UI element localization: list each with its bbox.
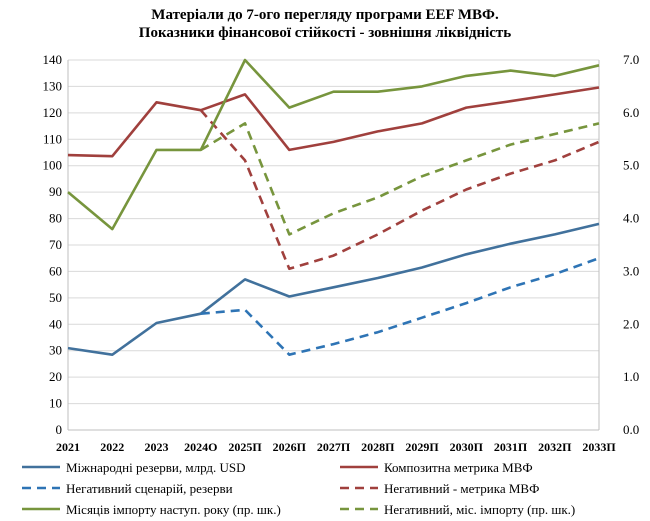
y-left-tick-label: 90	[49, 184, 62, 199]
x-tick-label: 2021	[56, 440, 80, 454]
x-tick-label: 2025П	[228, 440, 262, 454]
y-right-tick-label: 7.0	[623, 52, 639, 67]
y-left-tick-label: 100	[43, 158, 63, 173]
y-left-tick-label: 0	[56, 422, 63, 437]
y-right-tick-label: 2.0	[623, 316, 639, 331]
legend-label: Негативний сценарій, резерви	[66, 481, 233, 496]
y-left-tick-label: 20	[49, 369, 62, 384]
y-right-tick-label: 0.0	[623, 422, 639, 437]
y-left-tick-label: 30	[49, 343, 62, 358]
y-right-tick-label: 1.0	[623, 369, 639, 384]
y-left-tick-label: 50	[49, 290, 62, 305]
series-line-0	[67, 222, 600, 357]
x-tick-label: 2033П	[582, 440, 616, 454]
series-line-2	[200, 256, 600, 357]
series-line-3	[199, 109, 600, 271]
x-tick-label: 2030П	[450, 440, 484, 454]
y-left-tick-label: 140	[43, 52, 63, 67]
y-right-tick-label: 5.0	[623, 158, 639, 173]
y-left-tick-label: 10	[49, 396, 62, 411]
x-tick-label: 2031П	[494, 440, 528, 454]
x-tick-label: 2024О	[184, 440, 217, 454]
x-tick-label: 2023	[145, 440, 169, 454]
x-tick-label: 2022	[100, 440, 124, 454]
legend-label: Негативний, міс. імпорту (пр. шк.)	[384, 502, 575, 517]
y-right-tick-label: 3.0	[623, 263, 639, 278]
series-line-4	[67, 58, 600, 231]
legend-label: Міжнародні резерви, млрд. USD	[66, 460, 246, 475]
series-line-5	[200, 122, 600, 236]
legend-label: Негативний - метрика МВФ	[384, 481, 539, 496]
legend-label: Місяців імпорту наступ. року (пр. шк.)	[66, 502, 281, 517]
series-line-1	[67, 86, 600, 158]
y-left-tick-label: 110	[43, 131, 62, 146]
y-left-tick-label: 60	[49, 263, 62, 278]
y-right-tick-label: 6.0	[623, 105, 639, 120]
y-right-tick-label: 4.0	[623, 211, 639, 226]
y-left-tick-label: 70	[49, 237, 62, 252]
legend-label: Композитна метрика МВФ	[384, 460, 533, 475]
x-tick-label: 2026П	[273, 440, 307, 454]
y-left-tick-label: 40	[49, 316, 62, 331]
x-tick-label: 2027П	[317, 440, 351, 454]
y-left-tick-label: 80	[49, 211, 62, 226]
x-tick-label: 2029П	[405, 440, 439, 454]
y-left-tick-label: 130	[43, 78, 63, 93]
chart-subtitle: Показники фінансової стійкості - зовнішн…	[138, 25, 512, 41]
x-tick-label: 2032П	[538, 440, 572, 454]
chart-title: Матеріали до 7-ого перегляду програми EE…	[151, 7, 499, 23]
x-tick-label: 2028П	[361, 440, 395, 454]
y-left-tick-label: 120	[43, 105, 63, 120]
